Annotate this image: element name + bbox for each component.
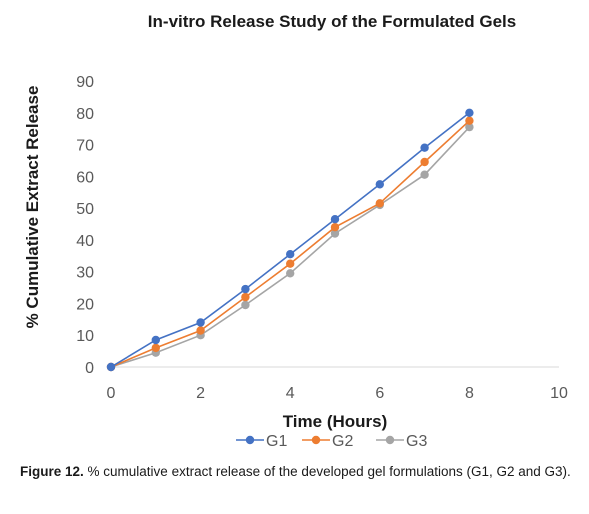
data-point (465, 108, 474, 118)
data-point (420, 143, 429, 152)
x-tick-label: 4 (286, 385, 295, 402)
y-tick-label: 30 (76, 265, 94, 282)
y-tick-label: 40 (76, 233, 94, 250)
data-point (196, 318, 205, 327)
data-point (106, 362, 116, 372)
y-tick-label: 10 (76, 328, 94, 345)
data-point (151, 335, 160, 345)
data-point (375, 180, 384, 189)
series-g1 (106, 108, 474, 372)
x-tick-label: 10 (550, 385, 568, 402)
data-point (196, 326, 205, 335)
data-point (330, 229, 340, 238)
x-tick-labels: 0 2 4 6 8 10 (107, 385, 568, 402)
data-point (241, 300, 250, 310)
series-g2 (106, 116, 474, 372)
data-point (286, 250, 295, 259)
legend-label: G3 (406, 433, 427, 450)
chart: In-vitro Release Study of the Formulated… (23, 12, 568, 450)
series-line-g1 (110, 112, 470, 368)
legend-marker (245, 435, 255, 445)
data-point (286, 269, 295, 278)
y-tick-label: 80 (76, 106, 94, 123)
caption-label: Figure 12. (20, 464, 84, 479)
x-tick-label: 2 (196, 385, 205, 402)
series-g3 (106, 122, 474, 372)
legend-label: G2 (332, 433, 353, 450)
data-point (330, 215, 340, 224)
legend-item-g3: G3 (376, 433, 427, 450)
legend-marker (311, 435, 321, 445)
legend-marker (385, 435, 395, 445)
y-tick-label: 90 (76, 74, 94, 91)
legend-item-g2: G2 (302, 433, 353, 450)
caption-text: % cumulative extract release of the deve… (83, 464, 571, 479)
data-point (330, 223, 340, 232)
data-point (375, 199, 384, 208)
y-tick-label: 50 (76, 201, 94, 218)
x-axis-title: Time (Hours) (283, 412, 388, 431)
legend-label: G1 (266, 433, 287, 450)
figure-caption: Figure 12. % cumulative extract release … (20, 462, 580, 482)
data-point (465, 122, 474, 132)
data-point (420, 170, 429, 179)
series-layer (106, 108, 474, 372)
y-tick-label: 20 (76, 296, 94, 313)
data-point (151, 343, 160, 353)
x-tick-label: 8 (465, 385, 474, 402)
chart-title: In-vitro Release Study of the Formulated… (148, 12, 516, 31)
x-tick-label: 0 (107, 385, 116, 402)
x-tick-label: 6 (375, 385, 384, 402)
y-tick-label: 60 (76, 169, 94, 186)
series-line-g2 (110, 120, 470, 368)
legend: G1 G2 G3 (236, 433, 427, 450)
y-axis-title: % Cumulative Extract Release (23, 86, 42, 329)
data-point (241, 284, 250, 294)
data-point (420, 157, 429, 167)
y-tick-label: 0 (85, 360, 94, 377)
data-point (241, 292, 250, 302)
y-tick-label: 70 (76, 138, 94, 155)
y-tick-labels: 0 10 20 30 40 50 60 70 80 90 (76, 74, 94, 377)
data-point (286, 259, 295, 268)
series-line-g3 (110, 126, 470, 368)
data-point (465, 116, 474, 125)
legend-item-g1: G1 (236, 433, 287, 450)
